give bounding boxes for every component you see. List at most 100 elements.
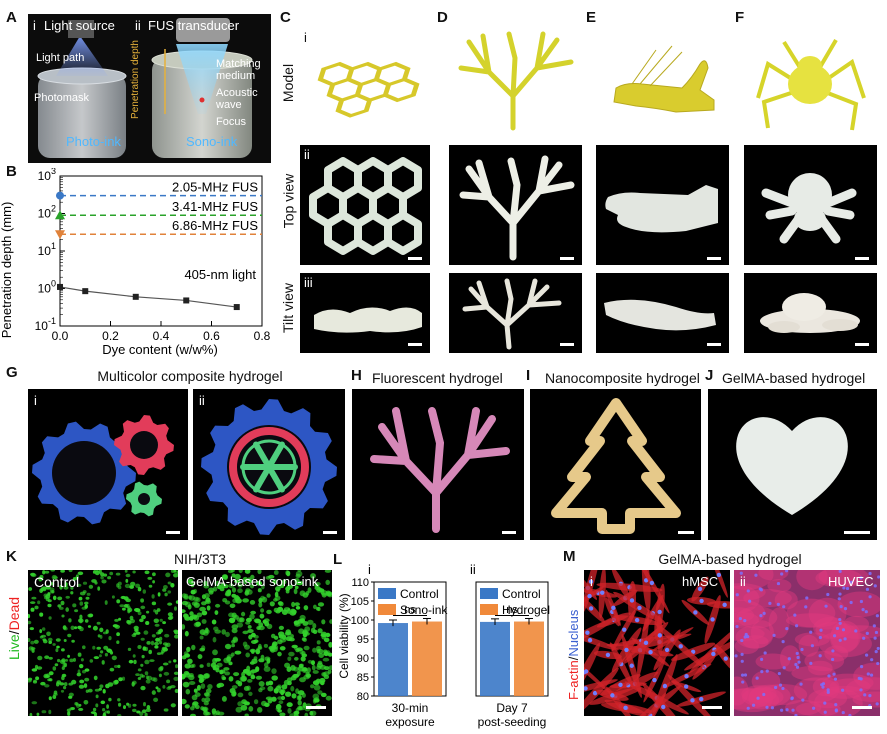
live-cell [170,570,175,573]
live-cell [312,623,317,629]
live-cell [233,672,240,677]
live-cell [200,706,205,711]
live-cell [264,702,270,707]
panel-g-i-image: i [28,389,188,540]
scale-bar [844,531,870,534]
chart-l-bar [412,621,442,696]
live-cell [204,673,211,679]
live-cell [63,585,69,590]
live-cell [64,582,68,587]
nucleus [748,599,752,603]
live-cell [45,597,50,602]
live-cell [239,617,245,623]
live-cell [167,616,173,620]
live-cell [271,675,278,681]
live-cell [84,677,90,682]
panel-c-sub-iii: iii [304,275,313,290]
live-cell [49,587,55,592]
live-cell [48,671,54,676]
live-cell [211,708,217,715]
live-cell [216,683,222,688]
chart-b-ylabel: Penetration depth (mm) [0,202,14,339]
live-cell [205,629,210,634]
nucleus [754,573,758,577]
live-cell [73,657,76,662]
live-cell [50,570,55,572]
live-cell [130,581,136,587]
live-cell [271,668,277,674]
green-spoke [253,464,272,493]
live-cell [307,587,312,593]
live-cell [78,703,82,707]
live-cell [37,655,43,661]
nucleus [823,710,827,714]
live-cell [266,593,271,598]
live-cell [151,594,155,599]
live-cell [289,610,297,616]
live-cell [28,620,32,625]
live-cell [152,572,156,577]
live-cell [78,707,84,711]
live-cell [118,702,122,707]
hmsc-fluorescence [584,570,730,716]
live-cell [245,617,252,623]
live-cell [157,688,161,693]
nucleus [735,624,739,629]
live-cell [90,711,97,714]
live-cell [127,647,132,651]
nucleus [838,617,842,622]
live-cell [80,658,84,662]
live-cell [260,595,266,601]
live-cell [275,588,280,593]
panel-a-image: i Light source ii FUS transducer Light p… [28,14,271,163]
huvec-cell-patch [755,653,791,670]
live-cell [201,697,206,703]
stain-slash: / [6,630,22,635]
live-cell [137,668,142,672]
live-cell [313,684,321,691]
panel-d-top-view [449,145,582,265]
chart-l-ytick-label: 105 [351,596,369,608]
panel-c-sub-i: i [304,30,307,45]
live-cell [316,645,321,652]
live-cell [139,618,144,623]
live-cell [228,612,235,618]
huvec-cell-patch [784,699,822,716]
nucleus [838,638,842,642]
nucleus [820,683,824,687]
live-cell [253,699,259,705]
panel-f-top-view [744,145,877,265]
live-cell [75,702,79,706]
live-cell [140,598,144,603]
live-cell [281,684,288,690]
live-cell [184,630,189,637]
live-cell [113,665,119,668]
chart-l-ylabel: Cell viability (%) [337,593,351,678]
live-cell [137,587,142,592]
live-cell [235,598,242,604]
nucleus [648,650,653,655]
green-spoke [266,464,285,493]
live-cell [255,675,262,680]
live-cell [99,627,104,633]
live-cell [244,701,250,706]
panel-a-light-path: Light path [36,52,85,64]
live-cell [143,630,149,635]
live-cell [129,615,134,621]
live-cell [244,590,250,596]
live-cell [63,639,67,642]
nucleus [876,661,880,666]
nucleus [780,572,784,576]
nucleus [683,684,689,689]
live-cell [182,655,187,660]
live-cell [92,645,96,650]
live-cell [151,634,156,638]
live-cell [43,639,48,644]
live-cell [50,590,54,594]
live-cell [88,584,94,589]
chart-l-ytick-label: 95 [357,634,369,646]
live-cell [260,608,265,613]
panel-letter-i: I [526,367,531,384]
live-cell [65,595,70,599]
live-cell [280,689,285,696]
